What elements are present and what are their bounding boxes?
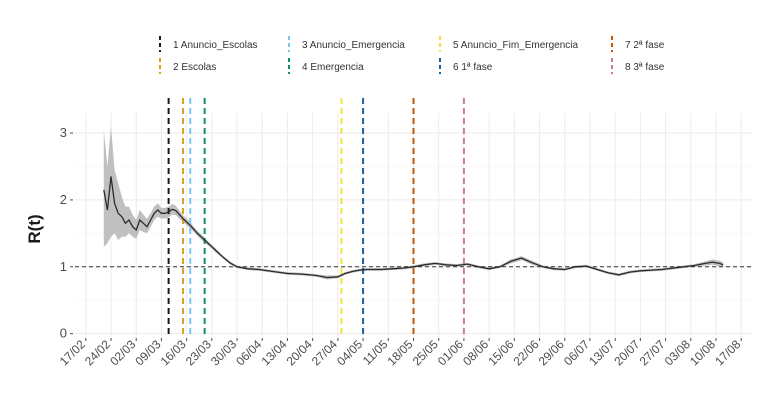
y-tick-label: 1 (60, 259, 67, 274)
x-tick-label: 27/04 (309, 337, 340, 368)
x-tick-label: 15/06 (485, 337, 516, 368)
legend-label-5: 5 Anuncio_Fim_Emergencia (453, 40, 579, 51)
x-tick-label: 18/05 (384, 337, 415, 368)
x-tick-label: 30/03 (208, 337, 239, 368)
legend-label-7: 7 2ª fase (625, 40, 665, 51)
y-axis-title: R(t) (25, 214, 44, 243)
y-tick-label: 0 (60, 326, 67, 341)
x-tick-label: 10/08 (687, 337, 718, 368)
x-tick-label: 06/07 (561, 337, 592, 368)
series-line-layer (103, 176, 724, 279)
x-tick-label: 20/07 (611, 337, 642, 368)
x-tick-label: 23/03 (183, 337, 214, 368)
legend: 1 Anuncio_Escolas 2 Escolas 3 Anuncio_Emer… (159, 36, 665, 74)
series-line-rt (103, 176, 724, 279)
x-tick-label: 13/07 (586, 337, 617, 368)
x-tick-label: 24/02 (82, 337, 113, 368)
x-tick-label: 04/05 (334, 337, 365, 368)
legend-label-1: 1 Anuncio_Escolas (173, 40, 258, 51)
x-tick-label: 25/05 (410, 337, 441, 368)
legend-label-8: 8 3ª fase (625, 62, 665, 73)
event-lines-layer (167, 98, 465, 337)
x-tick-label: 17/02 (57, 337, 88, 368)
y-tick-label: 2 (60, 192, 67, 207)
x-tick-label: 27/07 (637, 337, 668, 368)
x-tick-label: 09/03 (132, 337, 163, 368)
legend-label-4: 4 Emergencia (302, 62, 364, 73)
x-tick-label: 17/08 (712, 337, 743, 368)
x-tick-label: 13/04 (258, 337, 289, 368)
x-tick-label: 11/05 (360, 337, 391, 368)
legend-label-2: 2 Escolas (173, 62, 216, 73)
legend-label-6: 6 1ª fase (453, 62, 493, 73)
legend-label-3: 3 Anuncio_Emergencia (302, 40, 405, 51)
x-tick-label: 20/04 (284, 337, 315, 368)
x-tick-label: 16/03 (158, 337, 189, 368)
x-tick-label: 01/06 (435, 337, 466, 368)
x-tick-label: 08/06 (460, 337, 491, 368)
x-tick-label: 03/08 (662, 337, 693, 368)
y-tick-label: 3 (60, 125, 67, 140)
x-tick-label: 22/06 (511, 337, 542, 368)
x-tick-label: 29/06 (536, 337, 567, 368)
x-tick-label: 02/03 (107, 337, 138, 368)
x-tick-label: 06/04 (233, 337, 264, 368)
